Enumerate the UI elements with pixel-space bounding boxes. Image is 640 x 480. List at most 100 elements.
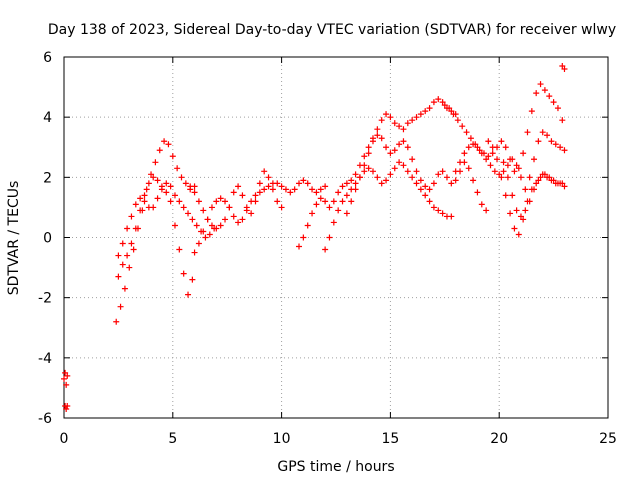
data-point xyxy=(348,177,355,184)
data-point xyxy=(515,165,522,172)
data-point xyxy=(507,210,514,217)
data-point xyxy=(208,204,215,211)
data-point xyxy=(361,168,368,175)
data-point xyxy=(404,120,411,127)
data-point xyxy=(176,198,183,205)
data-point xyxy=(239,216,246,223)
data-point xyxy=(448,180,455,187)
data-point xyxy=(291,186,298,193)
data-point xyxy=(548,177,555,184)
data-point xyxy=(452,177,459,184)
data-point xyxy=(174,165,181,172)
data-point xyxy=(502,192,509,199)
data-point xyxy=(178,174,185,181)
data-point xyxy=(539,129,546,136)
data-point xyxy=(304,222,311,229)
data-point xyxy=(361,153,368,160)
data-point xyxy=(115,273,122,280)
data-point xyxy=(422,108,429,115)
data-point xyxy=(322,183,329,190)
data-point xyxy=(439,168,446,175)
data-point xyxy=(422,192,429,199)
data-point xyxy=(546,93,553,100)
data-point xyxy=(387,150,394,157)
data-point xyxy=(439,210,446,217)
series-s8 xyxy=(343,132,490,217)
data-point xyxy=(461,150,468,157)
data-point xyxy=(119,261,126,268)
data-point xyxy=(296,180,303,187)
data-point xyxy=(330,198,337,205)
y-axis-label: SDTVAR / TECUs xyxy=(6,181,22,296)
series-s3 xyxy=(115,180,218,259)
series-s6 xyxy=(296,96,459,250)
data-point xyxy=(278,183,285,190)
data-point xyxy=(230,189,237,196)
data-point xyxy=(457,159,464,166)
data-point xyxy=(544,174,551,181)
data-point xyxy=(330,219,337,226)
data-point xyxy=(352,186,359,193)
data-point xyxy=(476,147,483,154)
data-point xyxy=(526,174,533,181)
data-point xyxy=(126,264,133,271)
series-s1 xyxy=(113,138,198,325)
data-point xyxy=(313,201,320,208)
data-point xyxy=(557,180,564,187)
series-s7 xyxy=(322,159,455,253)
y-tick-label: 0 xyxy=(43,231,52,247)
series-s10 xyxy=(452,129,568,193)
data-point xyxy=(483,207,490,214)
data-point xyxy=(300,177,307,184)
data-point xyxy=(498,138,505,145)
data-point xyxy=(141,198,148,205)
data-point xyxy=(117,303,124,310)
data-point xyxy=(339,198,346,205)
data-point xyxy=(322,246,329,253)
data-point xyxy=(213,198,220,205)
data-points xyxy=(61,63,568,412)
data-point xyxy=(504,162,511,169)
data-point xyxy=(348,198,355,205)
y-tick-label: 6 xyxy=(43,50,52,66)
x-tick-label: 0 xyxy=(60,431,69,447)
y-tick-label: -6 xyxy=(38,411,52,427)
data-point xyxy=(426,105,433,112)
data-point xyxy=(132,225,139,232)
data-point xyxy=(452,168,459,175)
data-point xyxy=(265,183,272,190)
data-point xyxy=(511,225,518,232)
data-point xyxy=(409,117,416,124)
data-point xyxy=(176,246,183,253)
data-point xyxy=(430,204,437,211)
x-tick-label: 10 xyxy=(273,431,291,447)
data-point xyxy=(352,171,359,178)
data-point xyxy=(561,147,568,154)
data-point xyxy=(533,90,540,97)
data-point xyxy=(430,180,437,187)
data-point xyxy=(515,231,522,238)
data-point xyxy=(463,129,470,136)
data-point xyxy=(378,180,385,187)
data-point xyxy=(193,222,200,229)
data-point xyxy=(537,81,544,88)
data-point xyxy=(489,150,496,157)
data-point xyxy=(498,174,505,181)
data-point xyxy=(526,198,533,205)
data-point xyxy=(356,174,363,181)
data-point xyxy=(430,99,437,106)
data-point xyxy=(533,180,540,187)
data-point xyxy=(443,174,450,181)
data-point xyxy=(317,186,324,193)
data-point xyxy=(400,138,407,145)
data-point xyxy=(485,138,492,145)
data-point xyxy=(470,177,477,184)
data-point xyxy=(496,171,503,178)
series-s2 xyxy=(115,174,196,298)
data-point xyxy=(335,207,342,214)
data-point xyxy=(222,216,229,223)
data-point xyxy=(531,186,538,193)
chart-title: Day 138 of 2023, Sidereal Day-to-day VTE… xyxy=(48,22,616,38)
data-point xyxy=(517,213,524,220)
